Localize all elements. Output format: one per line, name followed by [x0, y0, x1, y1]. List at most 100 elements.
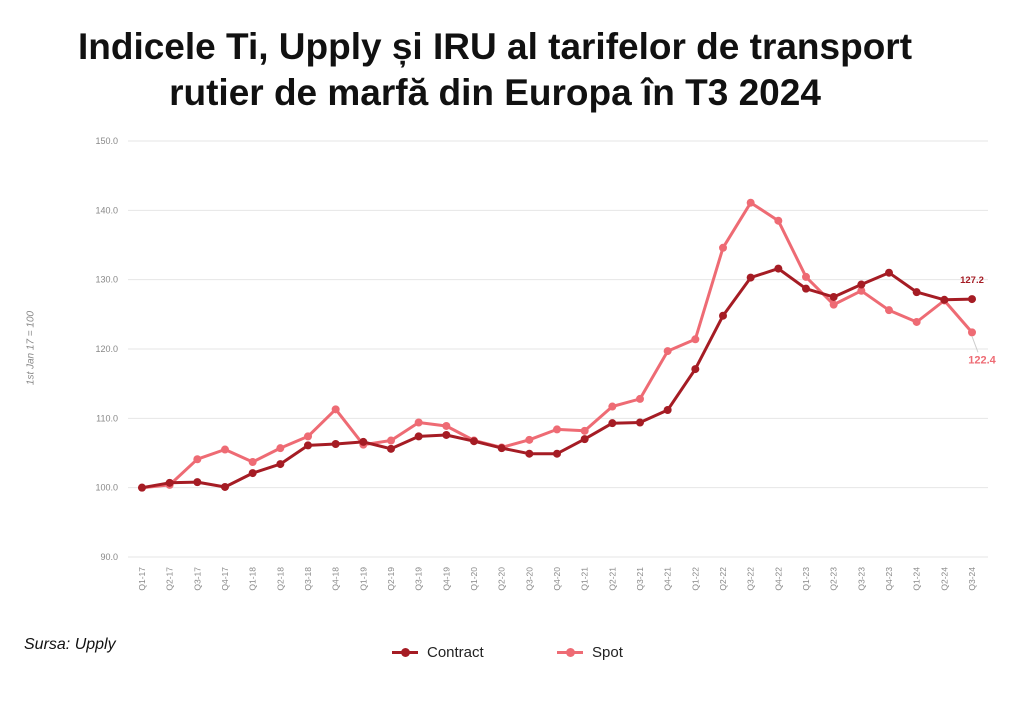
data-point-contract [691, 365, 700, 374]
x-tick-label: Q2-24 [939, 567, 949, 591]
data-point-contract [193, 478, 202, 487]
data-point-contract [470, 437, 478, 446]
x-tick-label: Q2-23 [829, 567, 839, 591]
y-tick-label: 140.0 [95, 205, 118, 215]
data-point-contract [746, 273, 755, 282]
data-point-spot [802, 272, 810, 281]
data-point-spot [414, 418, 423, 427]
data-point-spot [304, 432, 312, 441]
x-tick-label: Q1-19 [358, 567, 368, 591]
data-point-spot [553, 425, 561, 434]
data-point-contract [968, 295, 976, 304]
data-point-spot [857, 286, 866, 295]
data-point-spot [663, 347, 672, 356]
x-tick-label: Q3-19 [414, 567, 424, 591]
data-point-spot [829, 300, 838, 309]
data-point-contract [608, 419, 617, 428]
data-point-contract [442, 430, 451, 439]
x-tick-label: Q1-24 [912, 567, 922, 591]
x-tick-label: Q3-22 [746, 567, 756, 591]
legend-item-contract: Contract [392, 644, 484, 661]
x-tick-label: Q2-22 [718, 567, 728, 591]
x-tick-label: Q3-21 [635, 567, 645, 591]
legend-swatch-contract [392, 648, 418, 657]
data-point-spot [774, 216, 783, 225]
data-point-spot [636, 394, 644, 403]
y-tick-label: 120.0 [95, 344, 118, 354]
contract-end-label: 127.2 [960, 275, 984, 286]
data-point-contract [857, 280, 866, 289]
y-tick-label: 110.0 [96, 413, 118, 423]
x-tick-label: Q2-20 [497, 567, 507, 591]
legend-label-spot: Spot [592, 644, 623, 661]
data-point-contract [636, 418, 644, 427]
data-point-contract [414, 432, 423, 441]
spot-end-label-leader [971, 336, 979, 353]
x-tick-label: Q4-18 [331, 567, 341, 591]
y-axis-label: 1st Jan 17 = 100 [25, 310, 37, 386]
y-tick-label: 100.0 [95, 483, 118, 493]
x-tick-label: Q3-23 [856, 567, 866, 591]
source-note: Sursa: Upply [24, 636, 116, 653]
x-tick-label: Q4-20 [552, 567, 562, 591]
data-point-contract [359, 437, 368, 446]
data-point-spot [331, 405, 340, 414]
data-point-spot [691, 335, 700, 344]
data-point-contract [885, 268, 893, 277]
data-point-contract [276, 460, 285, 469]
x-tick-label: Q4-23 [884, 567, 894, 591]
spot-end-label: 122.4 [968, 354, 996, 366]
data-point-spot [719, 243, 727, 252]
y-tick-label: 150.0 [95, 136, 118, 146]
data-point-contract [663, 406, 672, 415]
x-tick-label: Q1-22 [690, 567, 700, 591]
data-point-spot [442, 421, 451, 430]
data-point-contract [331, 439, 340, 448]
data-point-contract [802, 284, 810, 293]
x-tick-label: Q1-21 [580, 567, 590, 591]
data-point-contract [525, 449, 534, 458]
legend: Contract Spot [0, 644, 1024, 666]
data-point-spot [746, 198, 755, 207]
chart-title-line-2: rutier de marfă din Europa în T3 2024 [169, 72, 821, 113]
x-tick-label: Q4-22 [773, 567, 783, 591]
data-point-contract [912, 288, 921, 297]
x-tick-label: Q2-19 [386, 567, 396, 591]
y-tick-label: 130.0 [95, 275, 118, 285]
x-tick-label: Q3-17 [192, 567, 202, 591]
data-point-contract [248, 469, 257, 478]
x-tick-label: Q3-20 [524, 567, 534, 591]
data-point-spot [276, 444, 285, 453]
data-point-contract [774, 264, 783, 273]
data-point-spot [248, 458, 257, 467]
data-point-contract [165, 478, 174, 487]
data-point-contract [829, 293, 838, 301]
chart-title-line-1: Indicele Ti, Upply și IRU al tarifelor d… [77, 26, 913, 67]
series-line-spot [140, 201, 974, 490]
data-point-spot [387, 436, 395, 445]
data-point-contract [580, 435, 589, 444]
x-tick-label: Q2-18 [275, 567, 285, 591]
data-point-contract [940, 295, 949, 304]
data-point-spot [912, 317, 921, 326]
x-tick-label: Q1-18 [248, 567, 258, 591]
data-point-spot [221, 445, 229, 454]
x-tick-label: Q3-18 [303, 567, 313, 591]
data-point-spot [968, 328, 976, 337]
x-tick-label: Q4-19 [441, 567, 451, 591]
data-point-spot [193, 455, 202, 464]
data-point-contract [497, 444, 506, 453]
data-point-spot [608, 402, 617, 411]
chart-title: Indicele Ti, Upply și IRU al tarifelor d… [0, 24, 990, 116]
data-point-contract [304, 441, 312, 450]
x-tick-label: Q1-20 [469, 567, 479, 591]
x-tick-label: Q2-21 [607, 567, 617, 591]
data-point-contract [387, 444, 395, 453]
x-tick-label: Q4-17 [220, 567, 230, 591]
data-point-contract [138, 483, 146, 492]
data-point-spot [885, 306, 893, 315]
data-point-spot [525, 435, 534, 444]
legend-item-spot: Spot [557, 644, 623, 661]
x-tick-label: Q2-17 [165, 567, 175, 591]
